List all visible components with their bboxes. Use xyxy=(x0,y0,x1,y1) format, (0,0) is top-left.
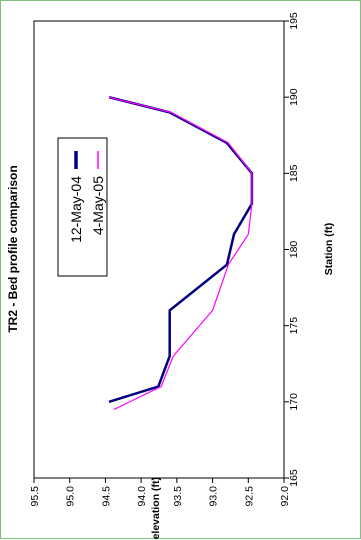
y-tick-label: 93.0 xyxy=(208,486,220,507)
y-tick-label: 95.0 xyxy=(65,486,77,507)
x-tick-label: 195 xyxy=(288,12,300,30)
x-tick-label: 175 xyxy=(288,317,300,335)
x-tick-label: 165 xyxy=(288,469,300,487)
legend: 12-May-04 4-May-05 xyxy=(57,137,108,277)
series-line-1 xyxy=(108,95,254,403)
x-tick-label: 190 xyxy=(288,88,300,106)
x-tick-label: 185 xyxy=(288,164,300,182)
y-tick-label: 94.0 xyxy=(136,486,148,507)
y-tick-label: 95.5 xyxy=(29,486,41,507)
y-tick-label: 92.0 xyxy=(279,486,291,507)
legend-box xyxy=(57,137,108,277)
x-axis-title: Station (ft) xyxy=(323,223,335,276)
tick-layer: 92.0 92.5 93.0 93.5 94.0 94.5 95.0 95.5 165 170 17… xyxy=(29,12,300,506)
y-tick-label: 92.5 xyxy=(243,486,255,507)
legend-label-series-2: 4-May-05 xyxy=(90,176,106,235)
series-layer xyxy=(108,95,254,410)
x-tick-label: 170 xyxy=(288,393,300,411)
legend-label-series-1: 12-May-04 xyxy=(68,176,84,243)
chart-title: TR2 - Bed profile comparison xyxy=(6,165,20,332)
y-tick-label: 93.5 xyxy=(172,486,184,507)
y-axis-title: bed elevation (ft) xyxy=(150,477,162,540)
y-tick-label: 94.5 xyxy=(100,486,112,507)
x-tick-label: 180 xyxy=(288,241,300,259)
series-line-2 xyxy=(108,96,253,410)
